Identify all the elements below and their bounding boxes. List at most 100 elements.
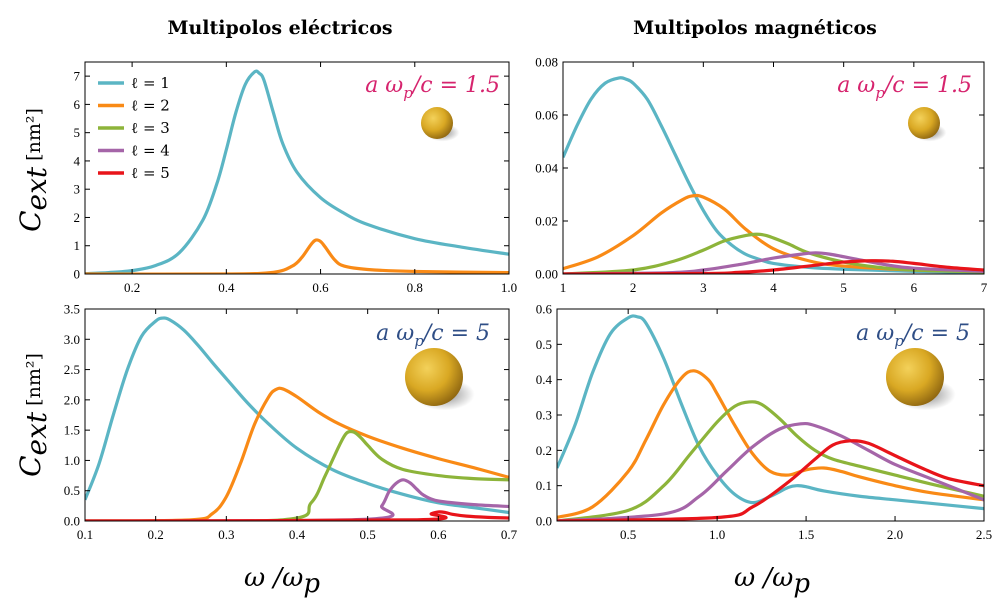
series-line-l2 — [85, 238, 509, 274]
y-tick-label: 0.06 — [535, 108, 558, 123]
ylabel-subscript: ext — [20, 166, 53, 210]
series-line-l1 — [85, 316, 509, 515]
y-tick-label: 0.5 — [536, 337, 552, 352]
x-tick-label: 1.0 — [501, 280, 517, 295]
x-tick-label: 0.5 — [620, 527, 636, 542]
series-line-l5 — [557, 439, 984, 521]
parameter-annotation: a ωp/c = 5 — [856, 321, 970, 350]
y-tick-label: 2.0 — [64, 392, 80, 407]
panel-br: 0.5 1.0 1.5 2.0 2.5 0.0 0.1 0.2 0.3 0.4 0.5 0.6 a ωp… — [536, 302, 992, 543]
legend-label-l3: ℓ = 3 — [131, 119, 170, 137]
y-tick-label: 0.1 — [536, 478, 552, 493]
x-tick-label: 6 — [911, 280, 918, 295]
ylabel-symbol: C — [14, 455, 47, 476]
series-line-l2 — [557, 369, 984, 520]
x-tick-label: 0.6 — [312, 280, 329, 295]
ylabel-unit: [nm²] — [23, 108, 45, 161]
y-tick-label: 1 — [74, 238, 81, 253]
y-tick-label: 0.5 — [64, 483, 80, 498]
panel-tl: 0.2 0.4 0.6 0.8 1.0 0 1 2 3 4 5 6 7 a ωp/c = 1.5 ℓ = 1… — [74, 61, 517, 295]
x-tick-label: 3 — [700, 280, 707, 295]
x-tick-label: 0.1 — [77, 527, 93, 542]
y-tick-label: 0.08 — [535, 55, 558, 70]
legend-label-l5: ℓ = 5 — [131, 164, 170, 182]
y-tick-label: 0.3 — [536, 408, 552, 423]
gold-sphere-icon — [405, 348, 463, 406]
y-tick-label: 0.02 — [535, 214, 558, 229]
x-tick-label: 1.0 — [709, 527, 725, 542]
y-tick-label: 2.5 — [64, 362, 80, 377]
series-line-l1 — [85, 69, 509, 274]
x-tick-label: 1 — [560, 280, 567, 295]
y-tick-label: 7 — [74, 69, 81, 84]
series-line-l3 — [85, 429, 509, 521]
x-tick-label: 0.4 — [289, 527, 306, 542]
y-tick-label: 4 — [74, 153, 81, 168]
ylabel-top: Cext [nm²] — [14, 108, 53, 232]
series-line-l5 — [85, 510, 509, 521]
xlabel-subscript: p — [793, 569, 810, 599]
series-line-l2 — [563, 193, 984, 273]
legend: ℓ = 1 ℓ = 2 ℓ = 3 ℓ = 4 ℓ = 5 — [98, 74, 170, 182]
x-tick-label: 0.2 — [148, 527, 164, 542]
x-tick-label: 0.8 — [407, 280, 423, 295]
series-line-l4 — [557, 421, 984, 521]
y-tick-label: 1.0 — [64, 453, 80, 468]
xlabel-text: ω /ω — [244, 563, 303, 593]
parameter-annotation: a ωp/c = 1.5 — [365, 73, 500, 102]
x-tick-label: 0.6 — [430, 527, 447, 542]
y-tick-label: 0.0 — [536, 514, 552, 529]
y-tick-label: 3.5 — [64, 302, 80, 317]
x-tick-label: 5 — [840, 280, 847, 295]
gold-sphere-icon — [886, 348, 944, 406]
x-tick-label: 4 — [770, 280, 777, 295]
xlabel-subscript: p — [303, 569, 320, 599]
xlabel-text: ω /ω — [734, 563, 793, 593]
x-tick-label: 1.5 — [798, 527, 814, 542]
column-title-magnetic: Multipolos magnéticos — [633, 17, 877, 39]
x-tick-label: 0.4 — [218, 280, 235, 295]
legend-label-l4: ℓ = 4 — [131, 142, 170, 160]
series-line-l3 — [557, 400, 984, 521]
series-line-l1 — [557, 314, 984, 511]
x-tick-label: 2.5 — [976, 527, 992, 542]
legend-label-l2: ℓ = 2 — [131, 97, 170, 115]
xlabel-right: ω /ωp — [734, 563, 810, 599]
plot-frame — [84, 61, 510, 275]
ylabel-symbol: C — [14, 210, 47, 231]
x-tick-label: 2 — [630, 280, 637, 295]
series-line-l4 — [563, 251, 984, 274]
ylabel-subscript: ext — [20, 411, 53, 455]
y-tick-label: 0.00 — [535, 267, 558, 282]
x-tick-label: 7 — [981, 280, 988, 295]
gold-sphere-icon — [908, 107, 940, 139]
x-tick-label: 2.0 — [887, 527, 903, 542]
y-tick-label: 1.5 — [64, 423, 80, 438]
y-tick-label: 3.0 — [64, 332, 80, 347]
y-tick-label: 0.2 — [536, 443, 552, 458]
gold-sphere-icon — [421, 107, 453, 139]
y-tick-label: 6 — [74, 97, 81, 112]
legend-label-l1: ℓ = 1 — [131, 74, 170, 92]
y-tick-label: 0.4 — [536, 372, 553, 387]
y-tick-label: 0 — [74, 267, 81, 282]
parameter-annotation: a ωp/c = 5 — [376, 321, 490, 350]
y-tick-label: 0.6 — [536, 302, 553, 317]
x-tick-label: 0.5 — [360, 527, 376, 542]
svg-text:Cext[nm²]: Cext [nm²] — [14, 108, 53, 232]
series-line-l1 — [563, 76, 984, 274]
series-line-l5 — [563, 259, 984, 274]
panel-bl: 0.1 0.2 0.3 0.4 0.5 0.6 0.7 0.0 0.5 1.0 1.5 2.0 2.5 3… — [64, 302, 518, 543]
y-tick-label: 0.0 — [64, 514, 80, 529]
series-line-l2 — [85, 386, 509, 521]
y-tick-label: 3 — [74, 182, 81, 197]
ylabel-unit: [nm²] — [23, 353, 45, 406]
x-tick-label: 0.7 — [501, 527, 518, 542]
xlabel-left: ω /ωp — [244, 563, 320, 599]
parameter-annotation: a ωp/c = 1.5 — [837, 73, 972, 102]
series-line-l4 — [85, 478, 509, 521]
x-tick-label: 0.2 — [124, 280, 140, 295]
y-tick-label: 2 — [74, 210, 81, 225]
y-tick-label: 5 — [74, 125, 81, 140]
